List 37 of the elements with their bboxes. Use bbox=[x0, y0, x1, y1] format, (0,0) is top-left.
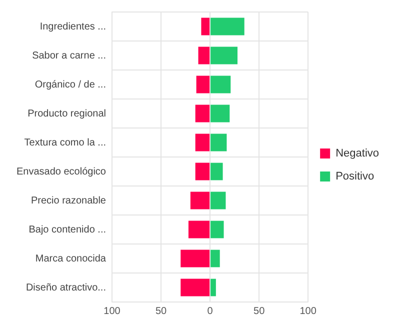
y-tick-label: Textura como la ... bbox=[24, 137, 106, 148]
x-tick-label: 0 bbox=[207, 306, 214, 317]
bar bbox=[210, 250, 220, 268]
y-tick-label: Orgánico / de ... bbox=[34, 79, 106, 90]
bar bbox=[196, 76, 210, 94]
y-tick-label: Sabor a carne ... bbox=[32, 50, 106, 62]
bar bbox=[195, 104, 210, 122]
bar bbox=[210, 278, 216, 296]
bar bbox=[188, 220, 210, 238]
x-tick-label: 100 bbox=[104, 306, 121, 317]
x-tick-label: 50 bbox=[254, 306, 266, 317]
legend-label: Positivo bbox=[336, 170, 374, 183]
bar bbox=[198, 46, 210, 64]
x-tick-label: 50 bbox=[155, 306, 168, 317]
y-tick-label: Diseño atractivo... bbox=[26, 282, 106, 294]
y-tick-label: Marca conocida bbox=[35, 253, 106, 264]
bar bbox=[201, 18, 210, 36]
x-tick-label: 100 bbox=[300, 306, 317, 317]
bar bbox=[210, 76, 231, 94]
bar bbox=[190, 192, 210, 210]
y-tick-label: Envasado ecológico bbox=[16, 166, 106, 178]
bar bbox=[210, 104, 230, 122]
bar bbox=[210, 46, 238, 64]
bar bbox=[210, 134, 227, 152]
bar bbox=[180, 250, 210, 268]
bar bbox=[210, 18, 244, 36]
y-tick-label: Precio razonable bbox=[30, 195, 106, 206]
bar bbox=[210, 220, 224, 238]
bar bbox=[195, 162, 210, 180]
bar bbox=[180, 278, 210, 296]
bar bbox=[210, 162, 223, 180]
bar bbox=[195, 134, 210, 152]
legend-label: Negativo bbox=[336, 148, 380, 160]
y-tick-label: Producto regional bbox=[28, 108, 106, 120]
y-tick-label: Bajo contenido ... bbox=[28, 224, 106, 236]
bar bbox=[210, 192, 226, 210]
y-tick-label: Ingredientes ... bbox=[40, 21, 106, 32]
